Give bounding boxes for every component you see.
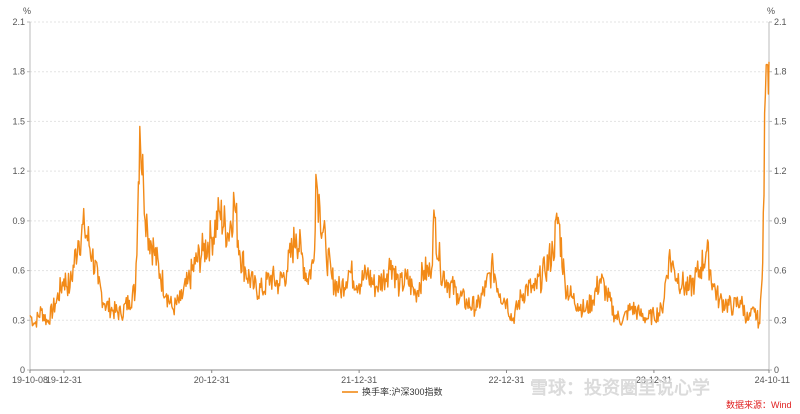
right-unit-label: % (767, 6, 775, 16)
legend-label: 换手率:沪深300指数 (362, 386, 443, 397)
x-tick-label: 23-12-31 (636, 375, 672, 385)
left-y-tick-labels: 0 0.3 0.6 0.9 1.2 1.5 1.8 2.1 (12, 17, 30, 375)
y-tick-label: 0 (20, 365, 25, 375)
legend: 换手率:沪深300指数 (342, 386, 443, 397)
y-tick-label: 1.2 (774, 166, 787, 176)
y-tick-label: 1.8 (774, 67, 787, 77)
y-tick-label: 0.6 (774, 266, 787, 276)
y-tick-label: 1.2 (12, 166, 25, 176)
gridlines (30, 21, 769, 321)
y-tick-label: 0.3 (774, 315, 787, 325)
watermark-text: 雪球：投资圈里说心学 (530, 377, 710, 399)
y-tick-label: 0 (774, 365, 779, 375)
y-tick-label: 1.5 (12, 116, 25, 126)
series-line-turnover (29, 61, 770, 329)
y-tick-label: 0.9 (12, 216, 25, 226)
y-tick-label: 0.3 (12, 315, 25, 325)
x-tick-label: 19-10-08 (12, 375, 48, 385)
left-unit-label: % (23, 6, 31, 16)
x-tick-label: 19-12-31 (46, 375, 82, 385)
x-tick-label: 22-12-31 (488, 375, 524, 385)
y-tick-label: 1.5 (774, 116, 787, 126)
x-tick-label: 21-12-31 (341, 375, 377, 385)
x-tick-label: 20-12-31 (194, 375, 230, 385)
y-tick-label: 0.6 (12, 266, 25, 276)
x-tick-label: 24-10-11 (755, 375, 790, 385)
source-label: 数据来源：Wind (726, 399, 792, 410)
y-tick-label: 1.8 (12, 67, 25, 77)
right-y-tick-labels: 0 0.3 0.6 0.9 1.2 1.5 1.8 2.1 (769, 17, 787, 375)
y-tick-label: 2.1 (12, 17, 25, 27)
y-tick-label: 2.1 (774, 17, 787, 27)
y-tick-label: 0.9 (774, 216, 787, 226)
